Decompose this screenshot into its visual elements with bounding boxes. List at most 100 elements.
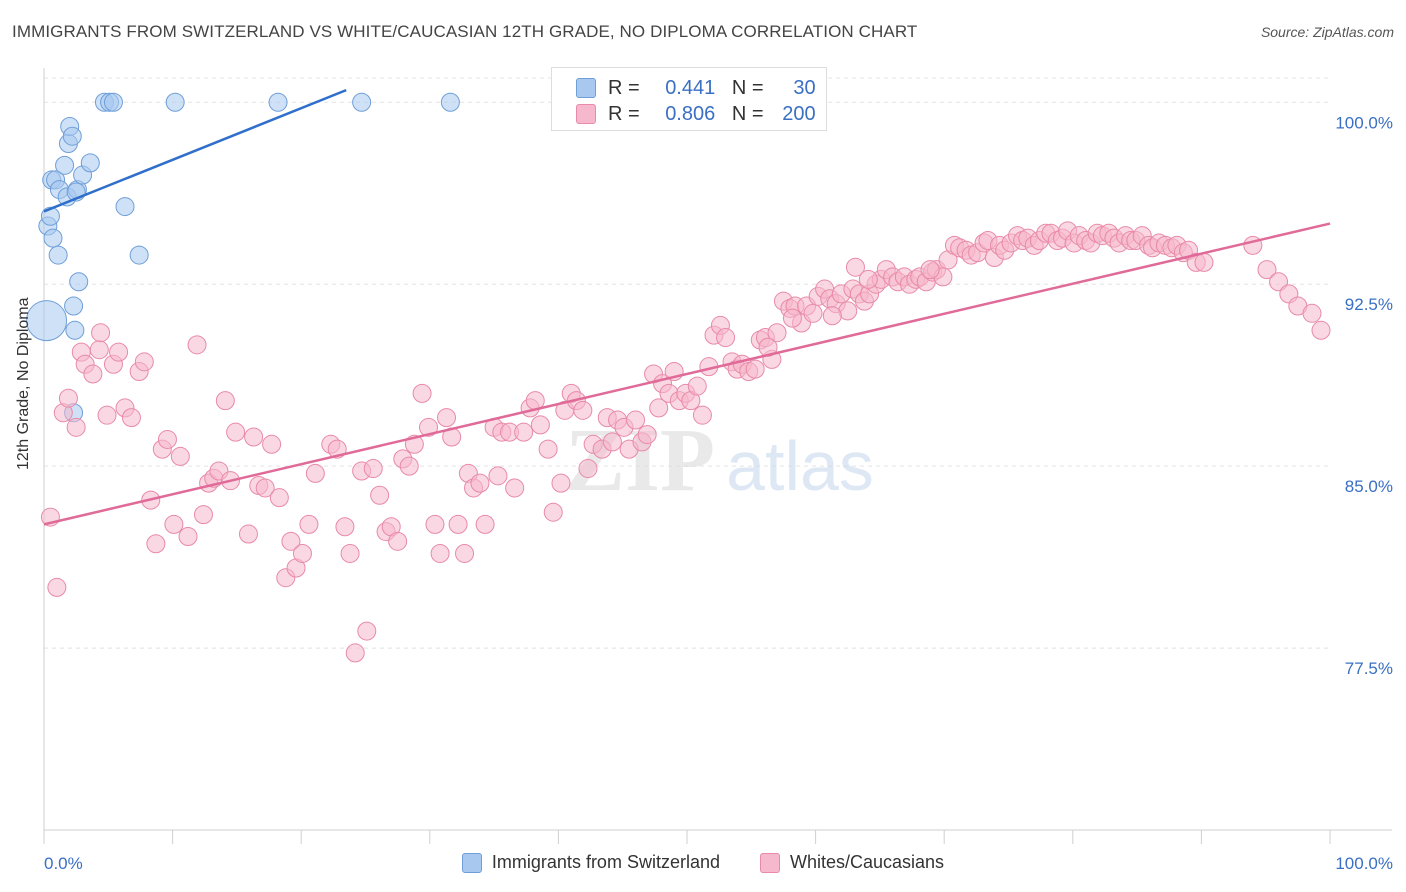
point-whites: [1194, 252, 1214, 272]
point-whites: [244, 427, 264, 447]
point-whites: [370, 485, 390, 505]
point-switzerland: [80, 153, 100, 173]
axes: [43, 68, 1392, 844]
point-whites: [437, 408, 457, 428]
point-switzerland: [26, 300, 68, 342]
legend-item-whites[interactable]: Whites/Caucasians: [759, 852, 945, 873]
point-whites: [745, 359, 765, 379]
point-switzerland: [48, 245, 68, 265]
point-whites: [488, 466, 508, 486]
point-whites: [357, 621, 377, 641]
point-whites: [505, 478, 525, 498]
legend-item-switzerland[interactable]: Immigrants from Switzerland: [461, 852, 720, 873]
y-axis-label: 12th Grade, No Diploma: [15, 297, 32, 470]
point-whites: [363, 459, 383, 479]
point-whites: [538, 439, 558, 459]
point-whites: [530, 415, 550, 435]
point-whites: [602, 432, 622, 452]
point-whites: [782, 308, 802, 328]
legend-label: Whites/Caucasians: [789, 852, 945, 872]
point-whites: [475, 514, 495, 534]
point-whites: [83, 364, 103, 384]
legend-swatch-blue: [461, 852, 482, 873]
legend-swatch-pink: [759, 852, 780, 873]
point-whites: [845, 257, 865, 277]
point-whites: [716, 328, 736, 348]
point-whites: [134, 352, 154, 372]
point-whites: [767, 323, 787, 343]
point-whites: [430, 543, 450, 563]
point-whites: [692, 405, 712, 425]
y-tick-label: 92.5%: [1345, 295, 1393, 314]
point-whites: [335, 517, 355, 537]
point-switzerland: [43, 228, 63, 248]
point-switzerland: [165, 92, 185, 112]
point-whites: [305, 463, 325, 483]
data-points: [26, 92, 1331, 663]
point-whites: [399, 456, 419, 476]
point-whites: [448, 514, 468, 534]
point-whites: [858, 269, 878, 289]
point-whites: [269, 488, 289, 508]
point-whites: [649, 398, 669, 418]
point-whites: [551, 473, 571, 493]
point-switzerland: [55, 155, 75, 175]
series-legend: Immigrants from Switzerland Whites/Cauca…: [0, 852, 1406, 873]
point-whites: [1269, 272, 1289, 292]
source-label: Source: ZipAtlas.com: [1260, 24, 1394, 40]
point-whites: [573, 400, 593, 420]
point-whites: [388, 531, 408, 551]
n-label: N =: [731, 102, 764, 125]
point-whites: [455, 543, 475, 563]
legend-label: Immigrants from Switzerland: [491, 852, 720, 872]
point-switzerland: [115, 197, 135, 217]
point-whites: [345, 643, 365, 663]
grid-lines: [44, 77, 1330, 649]
point-whites: [299, 514, 319, 534]
point-whites: [281, 531, 301, 551]
y-tick-label: 85.0%: [1345, 477, 1393, 496]
legend-swatch-blue: [576, 78, 596, 98]
point-whites: [146, 534, 166, 554]
point-whites: [187, 335, 207, 355]
point-switzerland: [64, 296, 84, 316]
point-whites: [255, 478, 275, 498]
point-whites: [89, 340, 109, 360]
stats-row-whites: R = 0.806 N = 200: [576, 101, 816, 127]
point-whites: [109, 342, 129, 362]
point-whites: [412, 383, 432, 403]
point-whites: [292, 543, 312, 563]
n-label: N =: [731, 76, 764, 99]
stats-row-switzerland: R = 0.441 N = 30: [576, 75, 816, 101]
point-whites: [822, 306, 842, 326]
point-whites: [178, 526, 198, 546]
point-whites: [47, 577, 67, 597]
point-whites: [238, 524, 258, 544]
y-tick-label: 77.5%: [1345, 659, 1393, 678]
r-label: R =: [608, 102, 640, 125]
watermark: ZIP atlas: [565, 411, 874, 510]
point-whites: [226, 422, 246, 442]
point-whites: [164, 514, 184, 534]
r-value: 0.806: [665, 102, 716, 125]
point-whites: [1311, 320, 1331, 340]
point-switzerland: [129, 245, 149, 265]
trend-line-whites: [43, 222, 1331, 526]
point-whites: [157, 429, 177, 449]
legend-swatch-pink: [576, 104, 596, 124]
n-value: 30: [793, 76, 816, 99]
point-whites: [626, 410, 646, 430]
chart-title: IMMIGRANTS FROM SWITZERLAND VS WHITE/CAU…: [12, 22, 918, 41]
point-whites: [470, 473, 490, 493]
point-whites: [215, 391, 235, 411]
trend-line-switzerland: [43, 88, 347, 213]
r-value: 0.441: [665, 76, 716, 99]
point-switzerland: [103, 92, 123, 112]
point-whites: [1257, 260, 1277, 280]
point-whites: [920, 260, 940, 280]
point-whites: [1302, 303, 1322, 323]
point-whites: [97, 405, 117, 425]
n-value: 200: [782, 102, 816, 125]
point-switzerland: [268, 92, 288, 112]
